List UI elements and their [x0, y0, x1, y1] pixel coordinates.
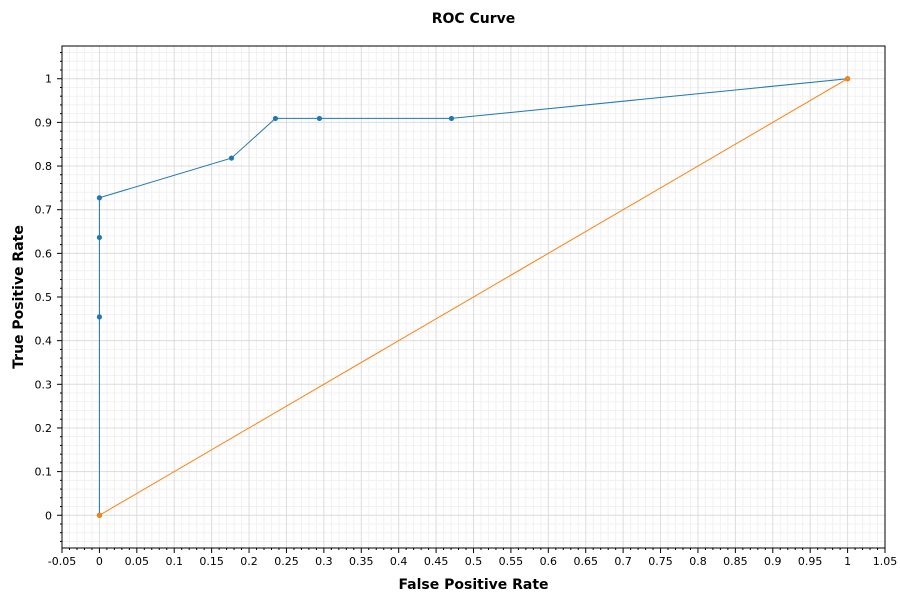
series-1-point: [96, 314, 103, 320]
series-2-point: [844, 76, 851, 82]
x-tick-label: 1.05: [873, 555, 898, 568]
series-1-point: [96, 234, 103, 241]
x-tick-label: 0.65: [573, 555, 598, 568]
x-tick-label: 0.3: [315, 555, 333, 568]
x-axis-title: False Positive Rate: [398, 577, 548, 593]
y-tick-label: 0.7: [35, 204, 53, 217]
y-tick-label: 0: [45, 509, 52, 522]
x-tick-label: 0.1: [165, 555, 183, 568]
grid-lines: [61, 46, 886, 548]
series-2-line: [99, 78, 848, 516]
y-tick-label: 0.1: [35, 466, 53, 479]
x-tick-label: 0.9: [764, 555, 782, 568]
x-tick-label: 0.7: [614, 555, 632, 568]
x-tick-label: 1: [844, 555, 851, 568]
series-1-point: [272, 115, 279, 122]
series-2-point: [96, 512, 103, 518]
x-tick-label: 0.85: [723, 555, 748, 568]
series-1-point: [316, 115, 323, 122]
x-tick-label: 0.6: [540, 555, 558, 568]
y-axis-title: True Positive Rate: [11, 225, 27, 369]
x-tick-label: 0.75: [648, 555, 673, 568]
x-tick-label: 0.05: [125, 555, 150, 568]
x-tick-label: 0.95: [798, 555, 823, 568]
x-tick-label: 0: [96, 555, 103, 568]
y-tick-label: 0.9: [35, 116, 53, 129]
y-tick-label: 0.6: [35, 247, 53, 260]
x-tick-label: 0.5: [465, 555, 483, 568]
series-1-point: [96, 195, 103, 201]
x-tick-label: 0.25: [274, 555, 299, 568]
x-tick-label: 0.55: [499, 555, 524, 568]
x-tick-label: 0.35: [349, 555, 374, 568]
series-1-point: [448, 115, 455, 122]
series-1-point: [228, 155, 235, 161]
x-tick-label: 0.15: [199, 555, 224, 568]
y-tick-label: 0.4: [35, 335, 53, 348]
series-layer: [96, 76, 851, 518]
y-tick-label: 0.5: [35, 291, 53, 304]
x-tick-label: 0.4: [390, 555, 408, 568]
x-tick-label: 0.45: [424, 555, 449, 568]
x-tick-label: 0.8: [689, 555, 707, 568]
axis-ticks: -0.05 0 0.05 0.1 0.15 0.2 0.25 0.3 0.35 0.4 0.45 0.…: [35, 52, 898, 568]
y-tick-label: 0.3: [35, 378, 53, 391]
x-tick-label: -0.05: [48, 555, 76, 568]
y-tick-label: 0.2: [35, 422, 53, 435]
chart-title: ROC Curve: [432, 11, 516, 27]
y-tick-label: 1: [45, 73, 52, 86]
y-tick-label: 0.8: [35, 160, 53, 173]
x-tick-label: 0.2: [240, 555, 258, 568]
